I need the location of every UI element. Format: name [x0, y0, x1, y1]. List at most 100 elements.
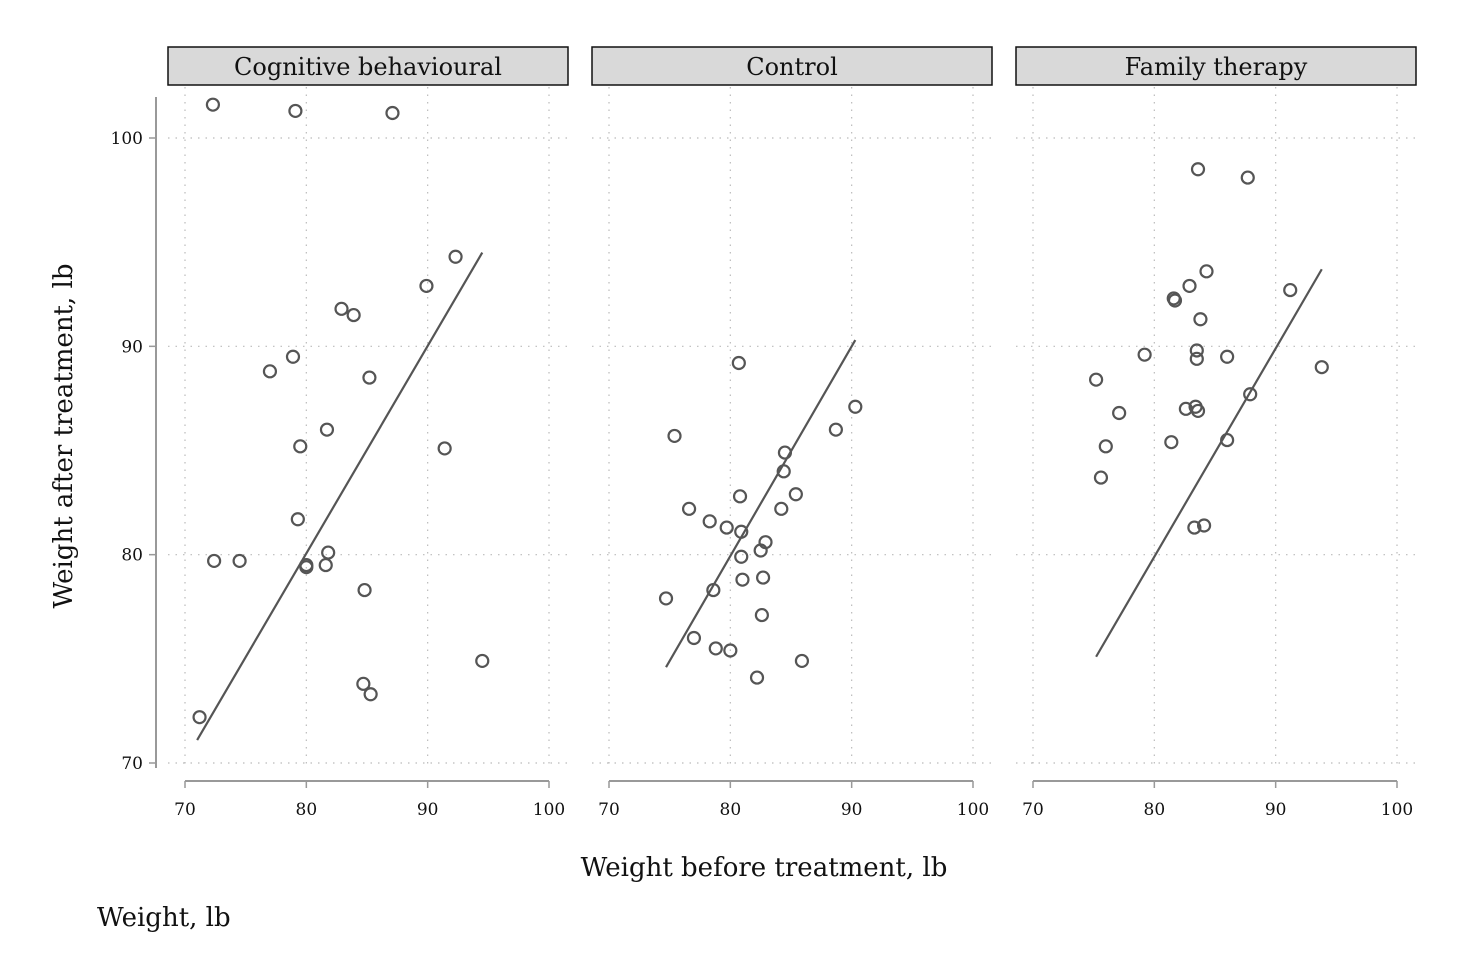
data-point: [1182, 278, 1197, 294]
data-point: [706, 582, 721, 598]
data-point: [774, 501, 789, 516]
data-point: [658, 591, 674, 606]
panel-strip: [591, 46, 993, 86]
fit-line: [665, 339, 857, 668]
data-point: [1167, 293, 1183, 308]
data-point: [321, 545, 336, 560]
panel-strip: [167, 46, 569, 86]
data-point: [385, 105, 400, 121]
panel-strip-label: Cognitive behavioural: [234, 53, 502, 81]
panel-strip-label: Family therapy: [1125, 53, 1308, 81]
data-point: [1190, 162, 1206, 177]
data-point: [1187, 520, 1202, 535]
fit-line: [196, 252, 484, 741]
data-point: [1098, 439, 1113, 454]
data-point: [1220, 432, 1235, 448]
data-point: [1164, 435, 1179, 450]
data-point: [475, 653, 490, 669]
x-tick-label: 100: [1381, 800, 1413, 820]
data-point: [334, 301, 349, 316]
data-point: [777, 445, 793, 460]
data-point: [753, 543, 768, 558]
data-point: [732, 489, 748, 504]
data-point: [1137, 347, 1152, 362]
data-point: [667, 428, 682, 444]
data-point: [1189, 351, 1204, 366]
data-point: [437, 441, 452, 456]
data-point: [754, 607, 769, 623]
data-point: [205, 97, 221, 112]
data-point: [232, 553, 247, 569]
data-point: [1283, 282, 1298, 298]
x-tick-label: 100: [957, 800, 989, 820]
data-point: [1190, 403, 1206, 419]
data-point: [828, 422, 843, 437]
data-point: [363, 687, 378, 702]
x-tick-label: 80: [296, 800, 318, 820]
data-point: [192, 710, 207, 725]
data-point: [299, 560, 314, 575]
data-point: [1189, 343, 1204, 358]
panel-strip-label: Control: [746, 53, 838, 81]
data-point: [719, 520, 734, 535]
x-tick-label: 70: [598, 800, 620, 820]
data-point: [681, 501, 697, 516]
data-point: [1243, 387, 1258, 402]
data-point: [207, 553, 222, 569]
x-tick-label: 80: [720, 800, 742, 820]
x-tick-label: 90: [1265, 800, 1287, 820]
x-tick-label: 90: [841, 800, 863, 820]
data-point: [362, 370, 377, 385]
data-point: [735, 572, 750, 587]
panel-1: Control 70 80 90 100: [591, 46, 993, 820]
panel-2: Family therapy 70 80 90 100: [1015, 46, 1417, 820]
data-point: [419, 278, 434, 294]
data-point: [776, 464, 791, 479]
data-point: [1093, 470, 1109, 485]
data-point: [1088, 372, 1104, 387]
data-point: [293, 439, 308, 454]
fit-line: [1095, 268, 1323, 658]
panel-strip: [1015, 46, 1417, 86]
data-point: [262, 364, 278, 379]
x-axis-title: Weight before treatment, lb: [580, 853, 948, 883]
data-point: [734, 524, 749, 539]
data-point: [749, 670, 765, 685]
data-point: [755, 570, 771, 585]
x-tick-label: 80: [1144, 800, 1166, 820]
y-tick-label: 90: [121, 337, 143, 357]
y-tick-label: 100: [111, 129, 143, 149]
y-tick-label: 70: [121, 754, 143, 774]
x-tick-label: 70: [1022, 800, 1044, 820]
data-point: [848, 399, 863, 414]
panel-0: Cognitive behavioural 70 80 90 100: [167, 46, 569, 820]
data-point: [1314, 360, 1329, 375]
data-point: [708, 641, 723, 656]
data-point: [794, 653, 810, 669]
data-point: [346, 307, 361, 323]
data-point: [288, 103, 303, 119]
x-tick-label: 70: [174, 800, 196, 820]
data-point: [285, 349, 301, 364]
y-tick-label: 80: [121, 546, 143, 566]
data-point: [1240, 170, 1255, 185]
y-axis-title: Weight after treatment, lb: [49, 263, 79, 609]
x-tick-label: 100: [533, 800, 565, 820]
data-point: [356, 676, 371, 691]
data-point: [734, 549, 749, 564]
data-point: [1112, 405, 1127, 421]
data-point: [788, 487, 803, 502]
x-tick-label: 90: [417, 800, 439, 820]
data-point: [1193, 312, 1208, 327]
figure-note: Weight, lb: [97, 903, 231, 933]
data-point: [686, 630, 702, 646]
data-point: [1220, 349, 1235, 364]
data-point: [318, 557, 333, 573]
data-point: [357, 582, 372, 598]
data-point: [723, 643, 738, 658]
data-point: [731, 355, 746, 371]
data-point: [448, 249, 463, 264]
data-point: [1196, 518, 1212, 533]
